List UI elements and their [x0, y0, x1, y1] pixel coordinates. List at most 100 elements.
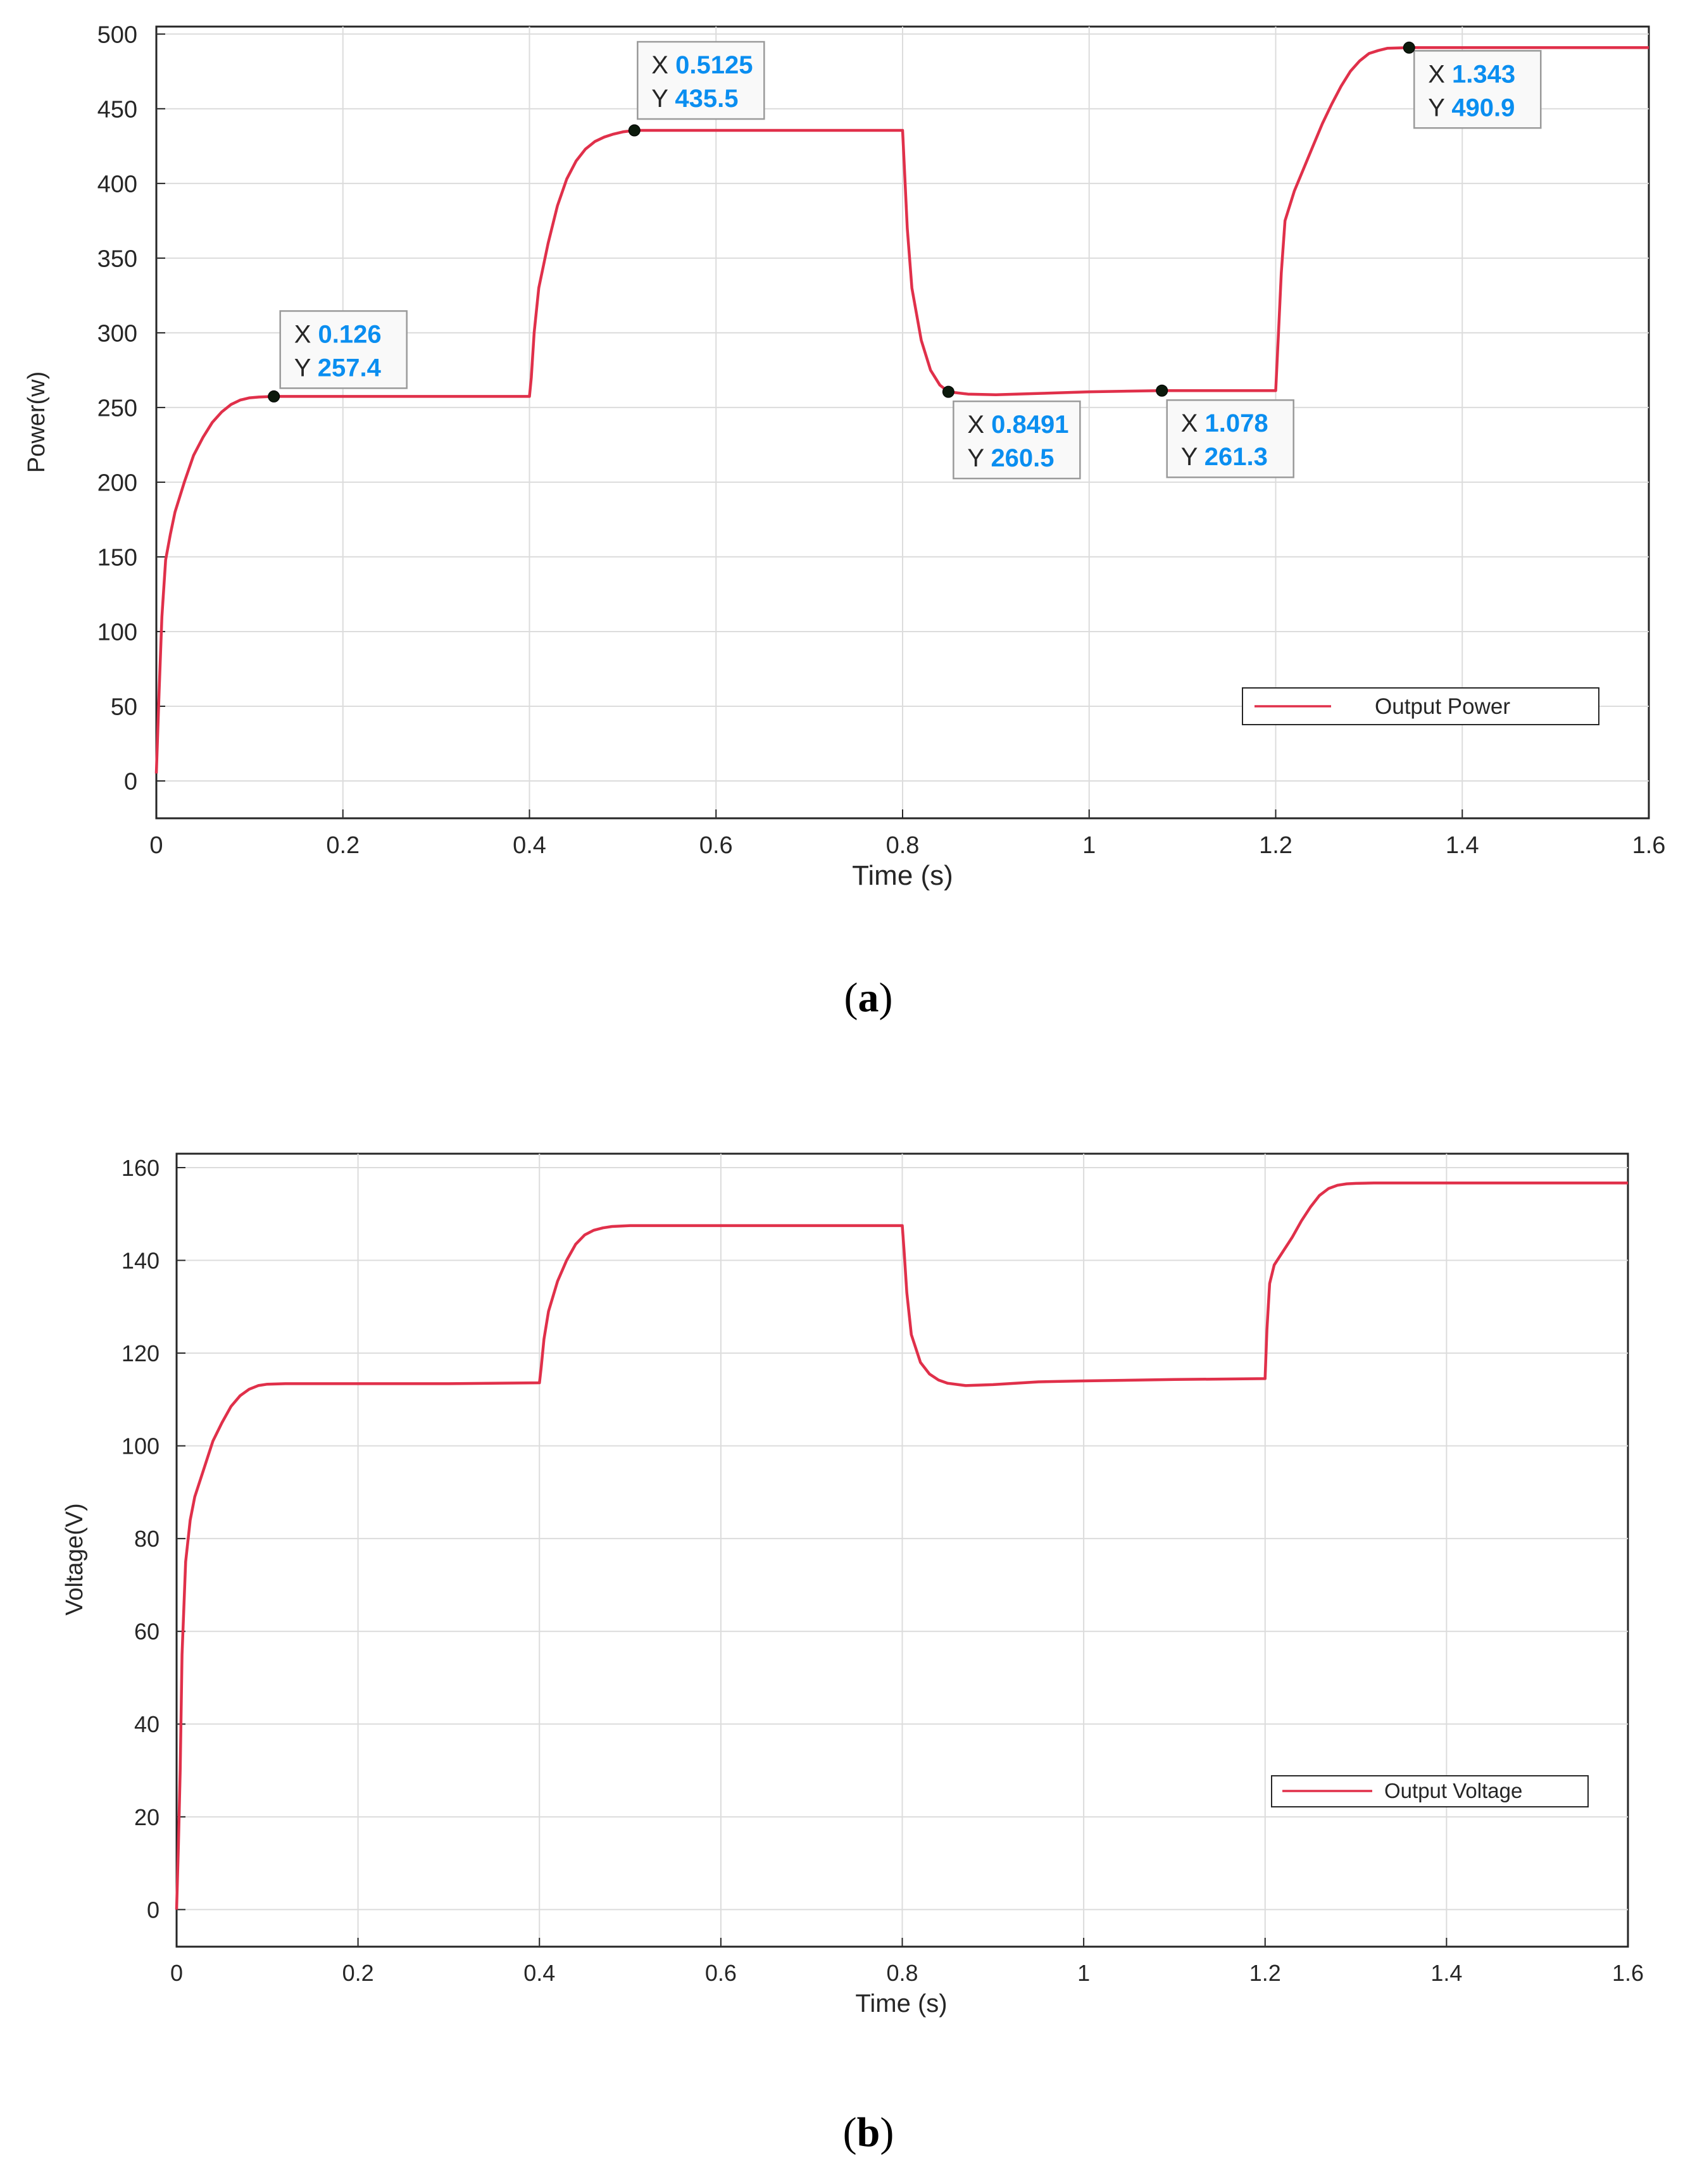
voltage-y-tick-label: 40 [134, 1711, 160, 1737]
voltage-legend-label: Output Voltage [1384, 1779, 1522, 1802]
power-datatip-x-label: X [294, 320, 318, 348]
power-datatip-y-row: Y 257.4 [294, 354, 382, 382]
voltage-y-tick-label: 160 [122, 1155, 160, 1181]
power-datatip-y-label: Y [294, 354, 318, 382]
power-datatip-box [279, 310, 408, 389]
caption-b: (b) [843, 2109, 894, 2156]
power-y-tick-label: 0 [124, 769, 137, 796]
power-datatip-marker [628, 124, 641, 137]
voltage-x-tick-label: 1.4 [1430, 1960, 1462, 1986]
power-datatip-x-row: X 1.343 [1428, 60, 1515, 88]
power-datatip-x-label: X [1428, 60, 1452, 88]
voltage-y-tick-label: 140 [122, 1247, 160, 1273]
power-datatip-marker [942, 385, 954, 398]
power-datatip: X 1.343 Y 490.9 [1413, 50, 1542, 129]
voltage-x-tick-label: 1.2 [1249, 1960, 1281, 1986]
power-datatip-y-row: Y 490.9 [1428, 94, 1515, 122]
power-series-line [154, 46, 1649, 774]
power-y-tick-label: 200 [97, 470, 137, 497]
power-datatip-x-value: 1.343 [1452, 60, 1515, 88]
power-datatip-y-value: 435.5 [675, 85, 738, 113]
caption-a-close: ) [879, 975, 893, 1021]
power-datatip-box [953, 400, 1081, 480]
power-datatip-x-label: X [967, 411, 991, 439]
voltage-series-line [175, 1181, 1628, 1910]
voltage-x-tick-label: 0.6 [705, 1960, 737, 1986]
voltage-y-tick-label: 0 [147, 1897, 160, 1923]
caption-b-close: ) [880, 2109, 894, 2156]
voltage-y-tick-label: 60 [134, 1619, 160, 1645]
power-y-tick-label: 250 [97, 396, 137, 422]
caption-a-open: ( [844, 975, 858, 1021]
power-datatip-x-value: 0.5125 [675, 51, 753, 79]
power-x-tick-label: 1.4 [1446, 832, 1479, 859]
voltage-y-tick-label: 120 [122, 1340, 160, 1366]
voltage-x-tick-label: 0 [170, 1960, 183, 1986]
power-datatip-x-value: 1.078 [1205, 409, 1268, 437]
power-datatip: X 0.8491 Y 260.5 [953, 400, 1081, 480]
power-datatip-x-row: X 0.5125 [651, 51, 753, 79]
power-y-ticks: 0 50 100 150 200 250 300 350 400 450 500 [97, 22, 165, 796]
voltage-x-tick-label: 1.6 [1612, 1960, 1644, 1986]
power-datatip-box [1166, 399, 1294, 478]
power-legend: Output Power [1242, 687, 1599, 725]
power-y-tick-label: 350 [97, 246, 137, 273]
power-x-tick-label: 0.8 [886, 832, 920, 859]
power-datatip-marker [268, 390, 280, 402]
power-legend-label: Output Power [1375, 694, 1510, 719]
power-chart: 0 0.2 0.4 0.6 0.8 1 1.2 1.4 1.6 0 50 100 150 200 250 3… [23, 22, 1665, 891]
power-datatip-box [637, 41, 765, 120]
power-x-tick-label: 1.6 [1632, 832, 1666, 859]
voltage-chart: 0 0.2 0.4 0.6 0.8 1 1.2 1.4 1.6 0 20 40 60 80 100 120 1… [61, 1152, 1644, 2018]
power-x-ticks: 0 0.2 0.4 0.6 0.8 1 1.2 1.4 1.6 [149, 809, 1665, 859]
voltage-x-tick-label: 1 [1077, 1960, 1090, 1986]
power-datatip-x-row: X 0.8491 [967, 411, 1068, 439]
voltage-x-tick-label: 0.8 [886, 1960, 918, 1986]
power-datatip-y-value: 260.5 [991, 444, 1054, 472]
power-x-tick-label: 0.2 [326, 832, 360, 859]
voltage-legend: Output Voltage [1271, 1775, 1589, 1807]
power-datatip-x-label: X [1181, 409, 1205, 437]
power-y-tick-label: 150 [97, 545, 137, 571]
voltage-x-ticks: 0 0.2 0.4 0.6 0.8 1 1.2 1.4 1.6 [170, 1938, 1644, 1986]
voltage-x-tick-label: 0.4 [523, 1960, 555, 1986]
caption-b-open: ( [843, 2109, 857, 2156]
power-datatip-y-row: Y 435.5 [651, 85, 738, 113]
power-datatip-x-value: 0.8491 [991, 411, 1068, 439]
voltage-grid [177, 1154, 1628, 1947]
power-y-tick-label: 400 [97, 172, 137, 198]
power-datatip-y-row: Y 261.3 [1181, 443, 1268, 471]
power-y-tick-label: 300 [97, 321, 137, 347]
power-datatip-y-row: Y 260.5 [967, 444, 1054, 472]
power-datatip-y-value: 261.3 [1205, 443, 1268, 471]
power-datatip: X 0.5125 Y 435.5 [637, 41, 765, 120]
power-datatip-x-row: X 1.078 [1181, 409, 1268, 437]
power-y-tick-label: 450 [97, 97, 137, 123]
power-series [154, 46, 1649, 774]
power-y-tick-label: 100 [97, 620, 137, 646]
power-datatip-marker [1156, 384, 1168, 397]
voltage-x-axis-label: Time (s) [855, 1990, 947, 2018]
power-datatip-x-value: 0.126 [318, 320, 381, 348]
power-datatip-x-label: X [651, 51, 675, 79]
power-datatip-y-value: 257.4 [318, 354, 382, 382]
voltage-y-tick-label: 80 [134, 1526, 160, 1552]
power-y-tick-label: 50 [111, 694, 137, 721]
caption-a-letter: a [858, 975, 879, 1021]
power-x-axis-label: Time (s) [852, 860, 953, 891]
power-datatip-y-value: 490.9 [1451, 94, 1515, 122]
caption-b-letter: b [857, 2109, 880, 2156]
power-datatip-y-label: Y [1181, 443, 1205, 471]
power-y-axis-label: Power(w) [23, 371, 50, 473]
power-x-tick-label: 1.2 [1259, 832, 1292, 859]
power-datatip-box [1413, 50, 1542, 129]
caption-a: (a) [844, 975, 893, 1021]
power-grid [156, 27, 1649, 818]
voltage-y-tick-label: 100 [122, 1433, 160, 1459]
voltage-y-ticks: 0 20 40 60 80 100 120 140 160 [122, 1155, 185, 1923]
power-x-tick-label: 1 [1082, 832, 1096, 859]
power-x-tick-label: 0 [149, 832, 163, 859]
power-y-tick-label: 500 [97, 22, 137, 48]
